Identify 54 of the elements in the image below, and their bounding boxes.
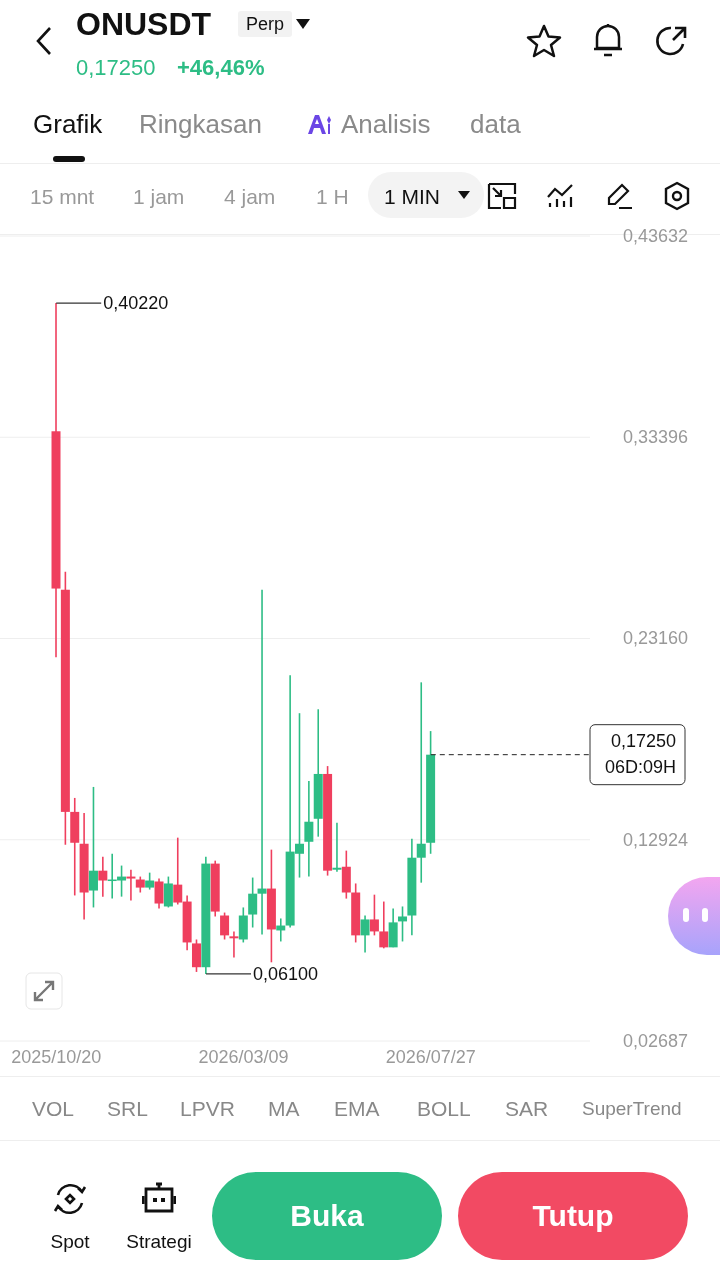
text: Ringkasan: [139, 109, 262, 139]
ref-line-label: 0,17250 06D:09H: [604, 730, 676, 777]
candlestick: [248, 876, 258, 929]
annotation: 0,40220: [103, 293, 169, 314]
y-tick-label: 0,12924: [622, 829, 688, 850]
text: Perp: [238, 11, 293, 37]
text: 1 jam: [133, 184, 185, 208]
candlestick: [154, 877, 164, 910]
candlestick: [220, 911, 230, 941]
candlestick: [416, 681, 426, 884]
text: data: [470, 109, 521, 139]
text: 1 MIN: [384, 184, 441, 208]
y-tick-label: 0,43632: [622, 226, 688, 246]
text: LPVR: [180, 1096, 235, 1120]
candlestick: [238, 906, 248, 944]
candlestick: [88, 786, 98, 909]
y-tick-label: 0,23160: [622, 628, 688, 649]
text: SuperTrend: [582, 1097, 682, 1119]
y-tick-label: 0,02687: [622, 1031, 688, 1051]
chart-title: ONUSDT: [76, 6, 212, 43]
candlestick: [379, 900, 389, 950]
text: Tutup: [532, 1199, 614, 1232]
candlestick: [191, 938, 201, 973]
text: 15 mnt: [30, 184, 95, 208]
text: Grafik: [33, 109, 103, 139]
candlestick: [332, 821, 342, 873]
text: SRL: [107, 1096, 148, 1120]
text: +46,46%: [177, 55, 265, 80]
text: BOLL: [417, 1096, 471, 1120]
text: Analisis: [341, 109, 431, 139]
text: 4 jam: [224, 184, 276, 208]
text: VOL: [32, 1096, 75, 1120]
text: EMA: [334, 1096, 380, 1120]
text: MA: [268, 1096, 300, 1120]
text: 0,17250: [76, 55, 156, 80]
candlestick: [257, 588, 267, 936]
candlestick: [163, 875, 173, 909]
candlestick: [360, 914, 370, 954]
text: Strategi: [125, 1230, 193, 1252]
candlestick: [398, 905, 408, 943]
x-tick-label: 2025/10/20: [11, 1047, 102, 1067]
text: 1 H: [316, 184, 349, 208]
annotation: 0,06100: [253, 963, 319, 984]
x-tick-label: 2026/07/27: [385, 1047, 476, 1067]
candlestick: [304, 780, 314, 878]
text: Spot: [50, 1230, 90, 1252]
candlestick: [369, 893, 379, 937]
candlestick: [98, 855, 108, 898]
x-tick-label: 2026/03/09: [198, 1047, 289, 1067]
candlestick: [229, 930, 239, 959]
text: SAR: [505, 1096, 549, 1120]
candlestick: [126, 868, 136, 902]
y-tick-label: 0,33396: [622, 427, 688, 448]
text: Buka: [290, 1199, 364, 1232]
